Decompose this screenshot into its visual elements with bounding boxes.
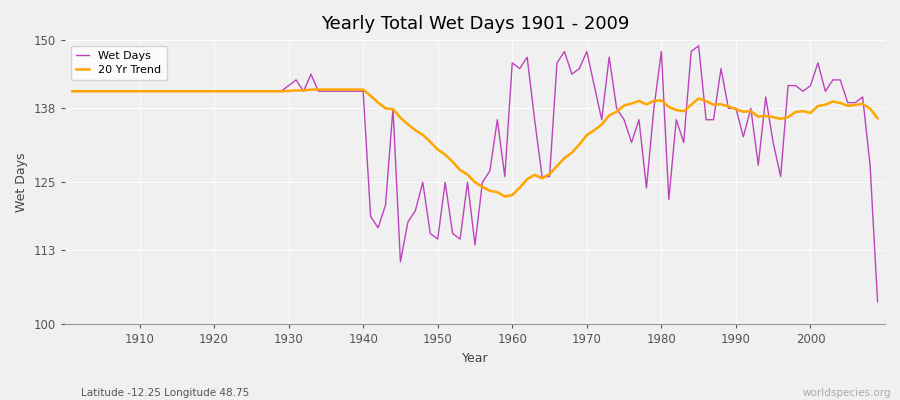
20 Yr Trend [514, 185, 525, 190]
Text: Latitude -12.25 Longitude 48.75: Latitude -12.25 Longitude 48.75 [81, 388, 249, 398]
Wet Days [67, 89, 77, 94]
20 Yr Trend [500, 194, 510, 199]
20 Yr Trend [611, 109, 622, 114]
Wet Days [872, 299, 883, 304]
Y-axis label: Wet Days: Wet Days [15, 152, 28, 212]
X-axis label: Year: Year [462, 352, 489, 365]
20 Yr Trend [522, 177, 533, 182]
20 Yr Trend [872, 116, 883, 121]
Wet Days [127, 89, 138, 94]
20 Yr Trend [127, 89, 138, 94]
Line: Wet Days: Wet Days [72, 46, 878, 302]
Wet Days [336, 89, 346, 94]
Wet Days [507, 60, 517, 65]
Wet Days [693, 43, 704, 48]
Wet Days [291, 78, 302, 82]
Text: worldspecies.org: worldspecies.org [803, 388, 891, 398]
Title: Yearly Total Wet Days 1901 - 2009: Yearly Total Wet Days 1901 - 2009 [320, 15, 629, 33]
20 Yr Trend [306, 87, 317, 92]
Line: 20 Yr Trend: 20 Yr Trend [72, 90, 878, 196]
20 Yr Trend [343, 87, 354, 92]
Wet Days [500, 174, 510, 179]
20 Yr Trend [67, 89, 77, 94]
20 Yr Trend [291, 88, 302, 93]
Legend: Wet Days, 20 Yr Trend: Wet Days, 20 Yr Trend [70, 46, 167, 80]
Wet Days [597, 117, 608, 122]
